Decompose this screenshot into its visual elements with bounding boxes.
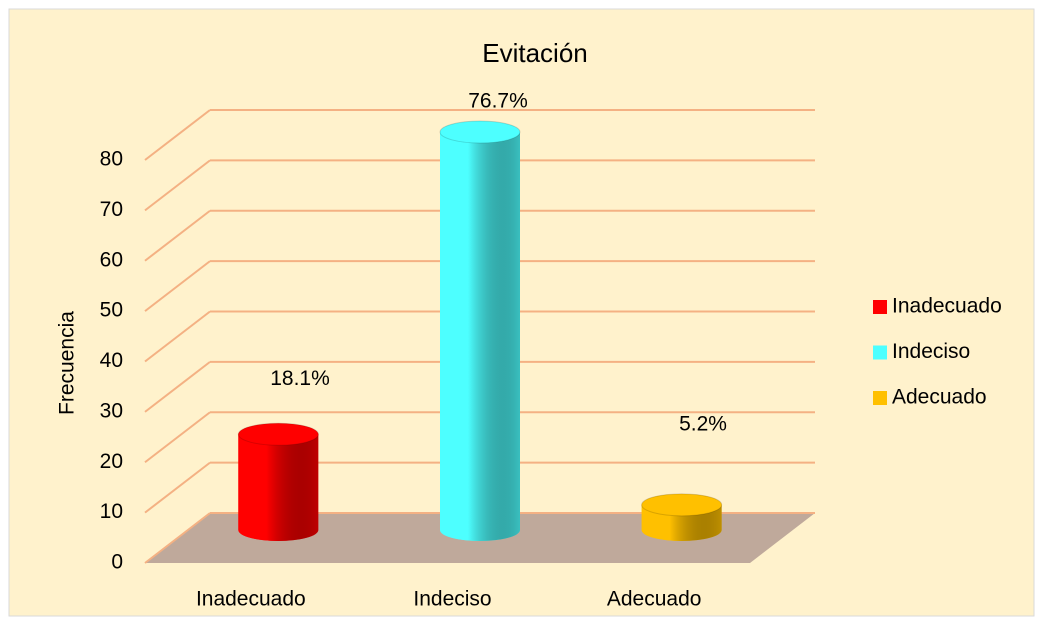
y-tick-label: 30 [100,399,123,422]
grid-line-side [144,411,211,464]
x-tick-label: Inadecuado [196,588,306,611]
legend-swatch [873,391,887,405]
data-label: 76.7% [468,90,528,113]
data-label: 18.1% [270,367,330,390]
grid-line-side [144,512,211,564]
bar [237,422,319,541]
grid-line-side [144,461,211,514]
y-tick-label: 40 [100,349,123,372]
grid-line-side [144,310,211,363]
y-tick-label: 20 [100,450,123,473]
data-label: 5.2% [679,412,727,435]
legend-label: Inadecuado [892,295,1002,318]
x-tick-label: Adecuado [607,588,702,611]
grid-line-side [144,159,211,212]
grid-line-side [144,109,211,161]
grid-line-side [144,209,211,262]
chart-title: Evitación [482,38,588,68]
legend-swatch [873,300,887,314]
y-tick-label: 60 [100,248,123,271]
legend-swatch [873,345,887,360]
grid-line-side [144,260,211,312]
y-tick-label: 70 [100,198,123,221]
bar [439,120,521,541]
y-axis-label: Frecuencia [56,311,79,415]
y-tick-label: 80 [100,148,123,171]
legend-label: Indeciso [892,340,970,363]
legend-label: Adecuado [892,386,987,409]
y-tick-label: 0 [111,551,123,574]
x-tick-label: Indeciso [413,588,491,611]
bar [641,493,723,541]
y-tick-label: 50 [100,299,123,322]
y-tick-label: 10 [100,500,123,523]
grid-line-side [144,361,211,413]
